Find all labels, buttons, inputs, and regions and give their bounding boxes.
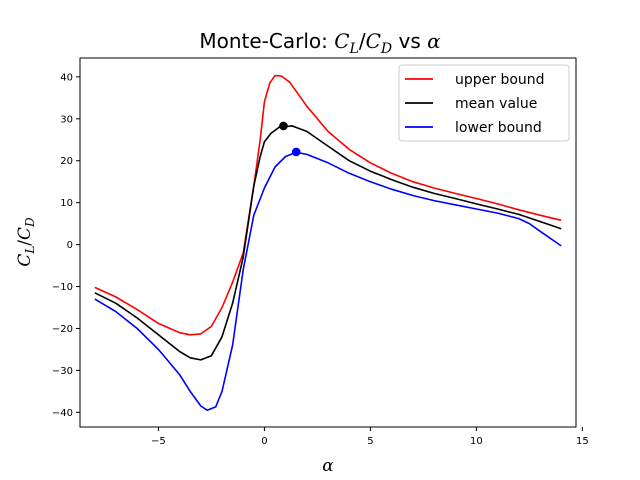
x-axis-label: α bbox=[322, 456, 334, 476]
y-tick-label: 40 bbox=[60, 72, 73, 83]
x-tick-label: 0 bbox=[261, 436, 267, 447]
ylabel-var1: C bbox=[15, 254, 35, 267]
y-tick-label: −40 bbox=[52, 408, 73, 419]
y-tick-label: 30 bbox=[60, 114, 73, 125]
y-tick-label: 10 bbox=[60, 198, 73, 209]
chart-title: Monte-Carlo: CL/CD vs α bbox=[199, 29, 441, 57]
axes-frame bbox=[79, 57, 577, 428]
title-middle: vs bbox=[392, 29, 427, 53]
x-axis-ticks: −5 0 5 10 15 bbox=[151, 427, 589, 447]
y-axis-label: CL/CD bbox=[15, 217, 37, 267]
marker-mean-value bbox=[279, 121, 288, 131]
plot-area bbox=[94, 74, 562, 411]
series-line-upper-bound bbox=[94, 74, 562, 336]
x-tick-label: 15 bbox=[576, 436, 589, 447]
y-axis-ticks: −40 −30 −20 −10 0 10 20 30 40 bbox=[52, 72, 80, 419]
y-tick-label: −10 bbox=[52, 282, 73, 293]
series-line-lower-bound bbox=[94, 151, 562, 411]
title-var2: C bbox=[366, 29, 381, 53]
legend: upper bound mean value lower bound bbox=[398, 64, 570, 142]
marker-lower-bound bbox=[291, 147, 301, 157]
ylabel-var2: C bbox=[15, 227, 35, 240]
ylabel-slash: / bbox=[15, 240, 35, 246]
y-tick-label: −30 bbox=[52, 366, 73, 377]
series-line-mean-value bbox=[94, 125, 562, 361]
title-sub2: D bbox=[380, 41, 392, 57]
y-tick-label: −20 bbox=[52, 324, 73, 335]
x-tick-label: 5 bbox=[367, 436, 373, 447]
y-tick-label: 20 bbox=[60, 156, 73, 167]
legend-label-mean-value: mean value bbox=[455, 96, 537, 112]
title-prefix: Monte-Carlo: bbox=[199, 29, 334, 53]
legend-box bbox=[398, 64, 570, 142]
ylabel-sub2: D bbox=[23, 217, 37, 228]
legend-label-upper-bound: upper bound bbox=[455, 72, 545, 88]
ylabel-sub1: L bbox=[23, 246, 37, 255]
x-tick-label: −5 bbox=[151, 436, 166, 447]
title-sub1: L bbox=[349, 41, 359, 57]
title-var1: C bbox=[334, 29, 349, 53]
legend-label-lower-bound: lower bound bbox=[455, 120, 542, 136]
title-slash: / bbox=[359, 29, 366, 53]
title-greek: α bbox=[427, 29, 441, 53]
y-tick-label: 0 bbox=[67, 240, 73, 251]
x-tick-label: 10 bbox=[470, 436, 483, 447]
